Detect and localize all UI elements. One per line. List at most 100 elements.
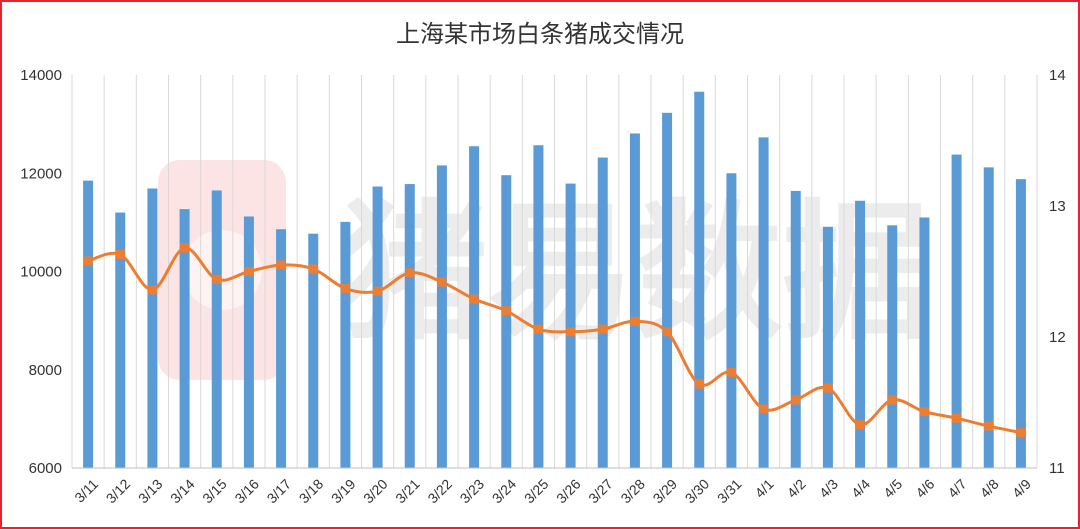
price-point: [823, 383, 833, 393]
x-tick-label: 3/29: [650, 476, 681, 507]
x-tick-label: 3/23: [457, 476, 488, 507]
price-point: [212, 274, 222, 284]
price-point: [244, 267, 254, 276]
x-tick-label: 3/27: [585, 476, 616, 507]
y-left-tick-label: 12000: [20, 165, 62, 182]
bar: [115, 212, 126, 468]
bar: [887, 225, 898, 468]
price-point: [791, 395, 801, 405]
price-point: [276, 260, 286, 270]
bar: [855, 200, 866, 468]
y-right-tick-label: 13: [1049, 198, 1066, 215]
price-point: [694, 379, 704, 389]
price-point: [533, 324, 543, 334]
bar: [372, 186, 383, 469]
y-right-tick-label: 11: [1049, 460, 1065, 477]
bar: [758, 137, 769, 469]
x-tick-label: 3/22: [424, 476, 455, 507]
y-left-tick-label: 8000: [29, 362, 62, 379]
price-point: [308, 264, 318, 274]
price-point: [437, 277, 447, 287]
bar: [179, 209, 190, 468]
bar: [147, 188, 158, 468]
x-tick-label: 3/26: [553, 476, 584, 507]
bar: [501, 175, 512, 468]
x-tick-label: 4/3: [816, 476, 841, 501]
bar: [790, 190, 801, 468]
price-point: [147, 285, 157, 295]
price-point: [630, 316, 640, 326]
price-point: [598, 324, 608, 334]
x-tick-label: 3/28: [617, 476, 648, 507]
price-point: [469, 294, 479, 304]
bar: [726, 173, 737, 468]
y-left-tick-label: 10000: [20, 264, 62, 281]
x-tick-label: 3/15: [199, 476, 230, 507]
bar: [276, 229, 287, 468]
price-point: [405, 268, 415, 278]
x-tick-label: 3/20: [360, 476, 391, 507]
price-point: [180, 243, 190, 253]
price-point: [340, 284, 350, 294]
bar: [243, 216, 254, 468]
y-right-tick-label: 14: [1049, 67, 1066, 84]
bar: [308, 233, 319, 468]
x-tick-label: 4/9: [1009, 476, 1034, 501]
price-point: [952, 413, 962, 423]
bar: [629, 133, 640, 469]
price-point: [662, 327, 672, 337]
price-point: [726, 367, 736, 377]
bar: [404, 184, 415, 468]
bar: [340, 221, 351, 468]
bar: [919, 217, 930, 468]
price-point: [501, 306, 511, 316]
price-point: [855, 420, 865, 430]
price-point: [83, 256, 93, 266]
x-tick-label: 3/11: [71, 476, 101, 506]
bar: [83, 180, 94, 468]
bar: [951, 154, 962, 468]
y-left-tick-label: 6000: [29, 460, 62, 477]
bar: [211, 190, 222, 468]
bar: [694, 91, 705, 468]
x-tick-label: 3/14: [167, 476, 198, 507]
price-point: [1016, 428, 1026, 438]
x-tick-label: 4/8: [977, 476, 1002, 501]
bar: [565, 183, 576, 468]
x-tick-label: 3/19: [328, 476, 359, 507]
price-point: [984, 421, 994, 431]
x-tick-label: 3/25: [521, 476, 552, 507]
bar: [662, 112, 673, 469]
x-tick-label: 4/6: [912, 476, 937, 501]
bar: [597, 157, 608, 468]
price-point: [919, 407, 929, 417]
bar: [1015, 179, 1026, 468]
x-tick-label: 3/16: [231, 476, 262, 507]
x-tick-label: 3/18: [296, 476, 327, 507]
x-tick-label: 3/24: [489, 476, 520, 507]
price-point: [115, 249, 125, 259]
bar: [436, 165, 447, 468]
x-tick-label: 3/17: [264, 476, 295, 507]
x-tick-label: 4/7: [945, 476, 970, 501]
price-point: [759, 404, 769, 414]
watermark-logo-circle: [182, 230, 262, 310]
y-left-tick-label: 14000: [20, 67, 62, 84]
x-tick-label: 4/1: [752, 476, 777, 501]
x-tick-label: 3/13: [135, 476, 166, 507]
chart-title: 上海某市场白条猪成交情况: [396, 20, 684, 48]
y-right-tick-label: 12: [1049, 329, 1066, 346]
price-point: [566, 327, 576, 337]
bar: [469, 146, 480, 468]
x-tick-label: 4/4: [848, 476, 873, 501]
x-tick-label: 3/31: [714, 476, 745, 507]
bar: [983, 167, 994, 469]
x-tick-label: 4/2: [784, 476, 809, 501]
bar: [822, 226, 833, 468]
price-point: [887, 395, 897, 405]
bar: [533, 145, 544, 468]
x-tick-label: 3/30: [682, 476, 713, 507]
x-tick-label: 3/21: [392, 476, 423, 507]
x-tick-label: 4/5: [880, 476, 905, 501]
